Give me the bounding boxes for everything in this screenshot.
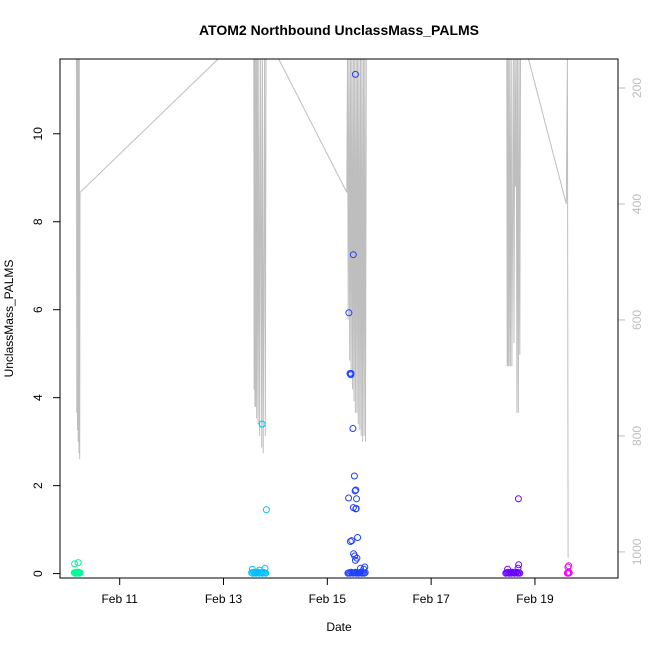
data-point: [564, 563, 572, 571]
series-1: [248, 420, 270, 577]
altitude-trace-line: [75, 59, 569, 558]
data-point: [345, 309, 353, 317]
data-point: [515, 561, 523, 569]
data-point: [351, 70, 359, 78]
x-tick-label: Feb 19: [516, 592, 554, 606]
chart-title: ATOM2 Northbound UnclassMass_PALMS: [199, 22, 479, 38]
right-tick-label: 1000: [630, 538, 644, 565]
data-point: [349, 425, 357, 432]
series-4: [563, 562, 573, 577]
series-3: [502, 495, 524, 577]
y-tick-label: 6: [31, 306, 45, 313]
series-2: [344, 70, 369, 577]
data-point: [361, 563, 369, 571]
data-point: [347, 370, 355, 377]
data-point: [71, 560, 79, 568]
data-point: [348, 537, 356, 545]
data-point: [262, 569, 270, 577]
data-point: [261, 564, 269, 572]
data-point: [565, 562, 573, 570]
data-point: [504, 565, 512, 573]
y-tick-label: 10: [31, 127, 45, 141]
x-tick-label: Feb 11: [101, 592, 138, 606]
data-point: [514, 495, 522, 503]
data-point: [74, 559, 82, 567]
plot-frame: [59, 58, 619, 579]
series-0: [70, 559, 84, 577]
data-point: [353, 495, 360, 503]
right-tick-label: 800: [630, 426, 644, 446]
data-point: [350, 472, 358, 480]
right-tick-label: 200: [630, 78, 644, 98]
right-tick-label: 400: [630, 194, 644, 214]
x-tick-label: Feb 17: [412, 592, 450, 606]
y-tick-label: 8: [31, 218, 45, 225]
x-tick-label: Feb 13: [205, 592, 243, 606]
data-point: [258, 420, 266, 428]
y-tick-label: 2: [31, 482, 45, 489]
y-axis-right: 200 400 600 800 1000: [617, 78, 644, 565]
x-axis: Feb 11 Feb 13 Feb 15 Feb 17 Feb 19: [101, 577, 554, 606]
data-point: [357, 564, 364, 572]
data-point: [262, 506, 270, 514]
data-point: [351, 487, 359, 495]
data-point: [345, 494, 353, 502]
data-point: [248, 565, 256, 573]
data-point: [351, 552, 359, 560]
data-point: [516, 569, 524, 577]
data-point: [352, 486, 360, 494]
y-tick-label: 0: [31, 570, 45, 577]
right-tick-label: 600: [630, 310, 644, 330]
data-point: [76, 569, 84, 577]
data-point: [351, 556, 359, 564]
data-point: [352, 505, 360, 513]
data-point: [514, 564, 522, 572]
data-point: [349, 251, 357, 259]
y-axis: 0 2 4 6 8 10: [31, 127, 61, 577]
data-point: [354, 534, 362, 541]
x-axis-title: Date: [326, 620, 352, 634]
y-tick-label: 4: [31, 394, 45, 401]
x-tick-label: Feb 15: [309, 592, 347, 606]
y-axis-title: UnclassMass_PALMS: [2, 260, 16, 378]
data-point: [346, 538, 354, 545]
